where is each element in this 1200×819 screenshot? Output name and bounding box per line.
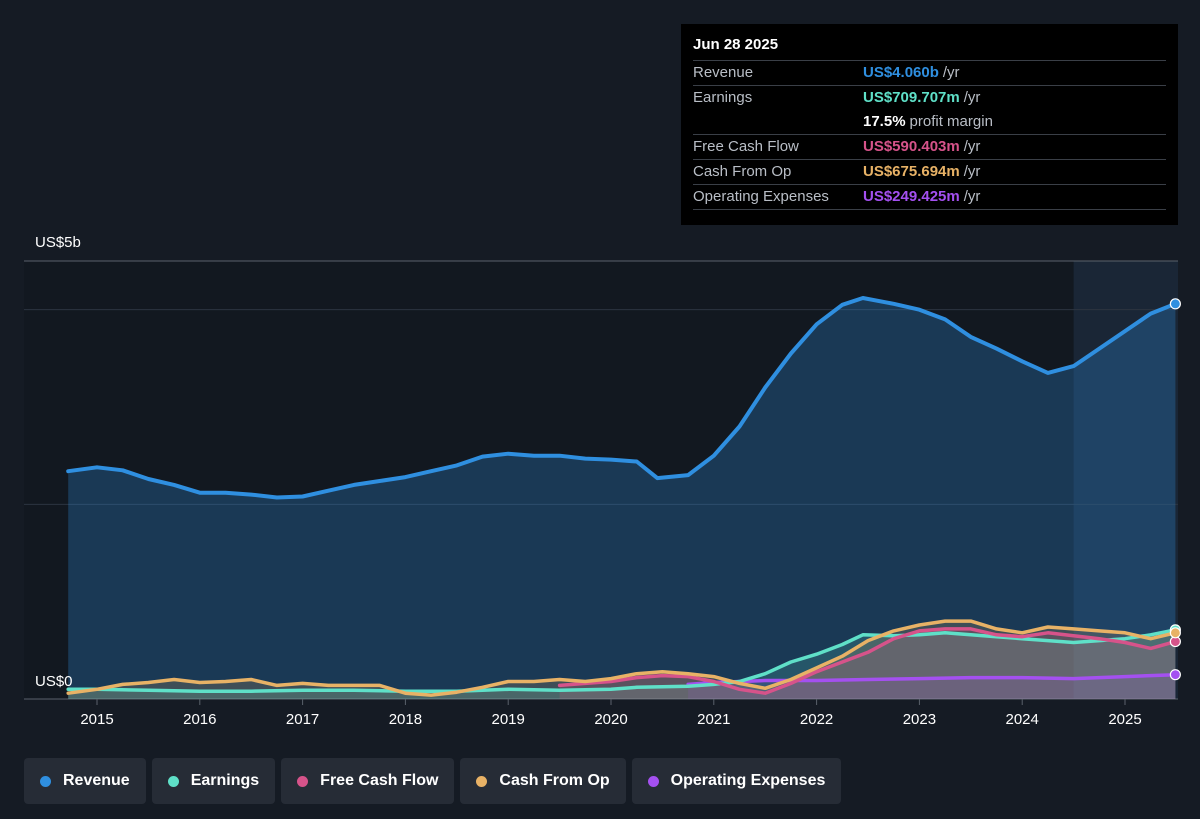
legend-item-revenue[interactable]: Revenue	[24, 758, 146, 804]
legend-item-cfo[interactable]: Cash From Op	[460, 758, 626, 804]
line-cfo	[66, 619, 1178, 697]
legend-dot-icon	[167, 775, 179, 787]
legend-label: Free Cash Flow	[320, 772, 439, 789]
legend-dot-icon	[40, 775, 51, 787]
legend-dot-icon	[647, 775, 659, 787]
y-axis-top-label: US$5b	[35, 234, 81, 251]
legend-item-earnings[interactable]: Earnings	[151, 758, 276, 804]
tooltip-label: Operating Expenses	[693, 188, 829, 205]
legend-item-fcf[interactable]: Free Cash Flow	[281, 758, 455, 804]
tooltip-value: US$590.403m	[863, 138, 960, 155]
tooltip-row-revenue: Revenue US$4.060b /yr	[693, 60, 1166, 85]
tooltip-row-earnings: Earnings US$709.707m /yr	[693, 85, 1166, 110]
tooltip-unit: profit margin	[909, 113, 993, 130]
end-point-opex	[1169, 669, 1181, 681]
tooltip-value: US$709.707m	[863, 89, 960, 106]
legend-item-opex[interactable]: Operating Expenses	[631, 758, 842, 804]
line-earnings	[66, 628, 1178, 693]
tooltip-panel: Jun 28 2025 Revenue US$4.060b /yr Earnin…	[681, 24, 1178, 225]
legend-dot-icon	[297, 775, 309, 787]
tooltip-unit: /yr	[963, 188, 981, 205]
tooltip-row-cfo: Cash From Op US$675.694m /yr	[693, 159, 1166, 184]
tooltip-row-fcf: Free Cash Flow US$590.403m /yr	[693, 134, 1166, 159]
x-tick-label: 2025	[1108, 711, 1141, 728]
tooltip-label: Earnings	[693, 89, 753, 106]
tooltip-value: US$4.060b	[863, 64, 939, 81]
tooltip-value: US$675.694m	[863, 163, 960, 180]
legend-label: Earnings	[190, 772, 260, 789]
line-fcf	[557, 627, 1178, 695]
legend-label: Revenue	[63, 772, 130, 789]
tooltip-unit: /yr	[963, 138, 981, 155]
end-point-revenue	[1169, 298, 1181, 310]
area-revenue	[68, 298, 1176, 699]
tooltip-label: Free Cash Flow	[693, 138, 799, 155]
x-tick-label: 2015	[80, 711, 113, 728]
tooltip-unit: /yr	[963, 163, 981, 180]
x-tick-label: 2024	[1006, 711, 1039, 728]
tooltip-label: Revenue	[693, 64, 754, 81]
line-revenue	[66, 296, 1178, 500]
highlight-band	[1073, 261, 1178, 699]
x-tick-label: 2020	[594, 711, 627, 728]
tooltip-unit: /yr	[963, 89, 981, 106]
x-tick-label: 2019	[492, 711, 525, 728]
x-tick-label: 2021	[697, 711, 730, 728]
tooltip-unit: /yr	[942, 64, 960, 81]
chart-legend: Revenue Earnings Free Cash Flow Cash Fro…	[24, 758, 842, 804]
legend-dot-icon	[476, 775, 488, 787]
end-point-cfo	[1169, 627, 1181, 639]
x-tick-label: 2023	[903, 711, 936, 728]
legend-label: Cash From Op	[499, 772, 610, 789]
x-tick-label: 2018	[389, 711, 422, 728]
tooltip-value: US$249.425m	[863, 188, 960, 205]
line-opex	[686, 672, 1178, 687]
tooltip-row-opex: Operating Expenses US$249.425m /yr	[693, 184, 1166, 210]
tooltip-label: Cash From Op	[693, 163, 792, 180]
plot-background	[24, 261, 1074, 699]
x-tick-label: 2017	[286, 711, 319, 728]
x-tick-label: 2022	[800, 711, 833, 728]
area-earnings	[68, 629, 1176, 699]
tooltip-row-margin: 17.5% profit margin	[693, 110, 1166, 134]
tooltip-date: Jun 28 2025	[693, 36, 779, 53]
x-tick-label: 2016	[183, 711, 216, 728]
legend-label: Operating Expenses	[670, 772, 826, 789]
tooltip-value: 17.5%	[863, 113, 906, 130]
y-axis-bottom-label: US$0	[35, 673, 73, 690]
